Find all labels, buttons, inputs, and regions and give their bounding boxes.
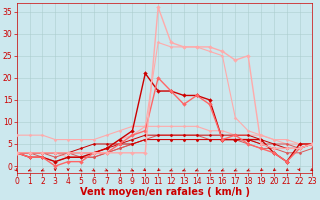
X-axis label: Vent moyen/en rafales ( km/h ): Vent moyen/en rafales ( km/h ) [80, 187, 250, 197]
